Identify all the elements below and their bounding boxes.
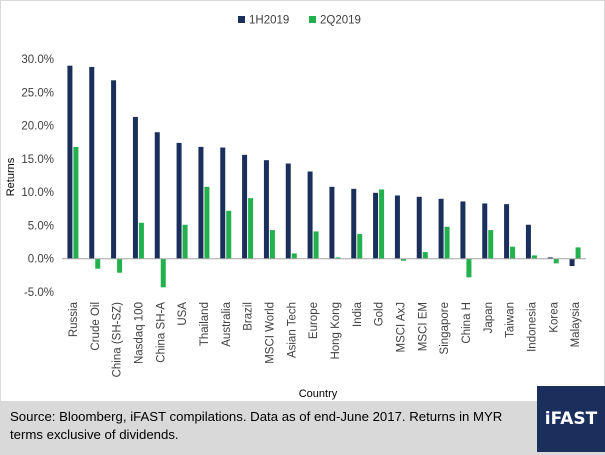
bar-1h2019 [307,171,313,259]
bar-2q2019 [488,230,494,259]
x-tick-label: Gold [374,302,386,326]
x-tick-label: China (SH-SZ) [112,302,124,378]
bar-2q2019 [510,246,516,259]
bar-1h2019 [482,203,488,259]
legend-swatch [238,16,245,23]
bar-2q2019 [379,189,385,259]
y-tick-label: 30.0% [21,54,54,66]
bar-2q2019 [422,252,428,259]
x-tick-label: Indonesia [526,301,538,351]
x-tick-label: Taiwan [505,302,517,338]
y-tick-label: -5.0% [24,287,54,299]
bar-1h2019 [89,66,95,259]
bar-2q2019 [160,258,166,288]
bar-1h2019 [373,192,379,259]
bars [67,65,581,288]
y-axis-title: Returns [5,157,17,196]
returns-bar-chart: 1H2019 2Q2019 -5.0% 0.0% 5.0% 10.0% 15.0% 20.0… [5,15,586,400]
bar-1h2019 [154,132,160,259]
bar-2q2019 [73,146,79,259]
x-tick-label: MSCI AxJ [395,302,407,352]
x-tick-label: Hong Kong [330,302,342,360]
bar-1h2019 [111,80,117,259]
bar-2q2019 [269,230,275,259]
bar-1h2019 [351,188,357,259]
bar-1h2019 [242,154,248,259]
x-tick-label: Singapore [439,302,451,354]
bar-1h2019 [67,65,73,259]
legend-label: 2Q2019 [320,15,361,27]
bar-1h2019 [220,147,226,259]
source-footer: Source: Bloomberg, iFAST compilations. D… [0,402,605,455]
x-tick-label: Korea [548,301,560,332]
bar-2q2019 [204,186,210,259]
bar-2q2019 [575,247,581,259]
y-tick-label: 25.0% [21,87,54,99]
bar-1h2019 [263,160,269,259]
bar-1h2019 [504,204,510,259]
x-tick-label: Asian Tech [286,302,298,358]
bar-1h2019 [198,146,204,259]
x-tick-label: USA [177,302,189,326]
x-tick-label: Australia [221,301,233,346]
bar-1h2019 [438,198,444,259]
bar-2q2019 [553,258,559,264]
x-tick-label: MSCI World [264,302,276,364]
legend-label: 1H2019 [249,15,289,27]
bar-2q2019 [335,257,341,259]
x-tick-label: Thailand [199,302,211,346]
bar-1h2019 [394,195,400,259]
y-tick-label: 20.0% [21,121,54,133]
bar-2q2019 [400,258,406,261]
bar-1h2019 [329,186,335,259]
bar-1h2019 [547,257,553,259]
bar-2q2019 [226,210,232,259]
bar-1h2019 [525,224,531,259]
bar-2q2019 [248,198,254,259]
bar-1h2019 [460,201,466,259]
legend: 1H2019 2Q2019 [238,15,361,27]
bar-2q2019 [95,258,101,269]
bar-2q2019 [357,234,363,259]
bar-1h2019 [416,196,422,259]
ifast-logo: iFAST [537,386,605,452]
bar-1h2019 [132,116,138,259]
x-axis-title: Country [299,388,338,400]
bar-2q2019 [138,222,144,259]
x-tick-label: Malaysia [570,301,582,347]
x-tick-label: Europe [308,302,320,339]
x-tick-label: India [352,301,364,327]
y-tick-label: 15.0% [21,154,54,166]
x-tick-label: Japan [483,302,495,333]
x-tick-label: China H [461,302,473,344]
x-tick-label: Brazil [243,302,255,331]
x-tick-label: Nasdaq 100 [133,302,145,364]
bar-2q2019 [182,224,188,259]
bar-2q2019 [444,226,450,259]
x-tick-label: China SH-A [155,302,167,363]
bar-1h2019 [285,163,291,259]
bar-2q2019 [117,258,123,273]
bar-2q2019 [313,231,319,259]
bar-1h2019 [176,142,182,259]
y-axis: -5.0% 0.0% 5.0% 10.0% 15.0% 20.0% 25.0% 30.0% [21,54,54,299]
bar-1h2019 [569,258,575,267]
x-tick-label: Crude Oil [90,302,102,351]
y-tick-label: 5.0% [28,220,54,232]
y-tick-label: 10.0% [21,187,54,199]
bar-2q2019 [531,255,537,259]
y-tick-label: 0.0% [28,254,54,266]
x-tick-label: MSCI EM [417,302,429,351]
x-axis: Russia Crude Oil China (SH-SZ) Nasdaq 100 Ch… [62,258,586,378]
bar-2q2019 [291,253,297,259]
x-tick-label: Russia [68,301,80,337]
source-note: Source: Bloomberg, iFAST compilations. D… [10,409,503,442]
bar-2q2019 [466,258,472,278]
legend-swatch [309,16,316,23]
